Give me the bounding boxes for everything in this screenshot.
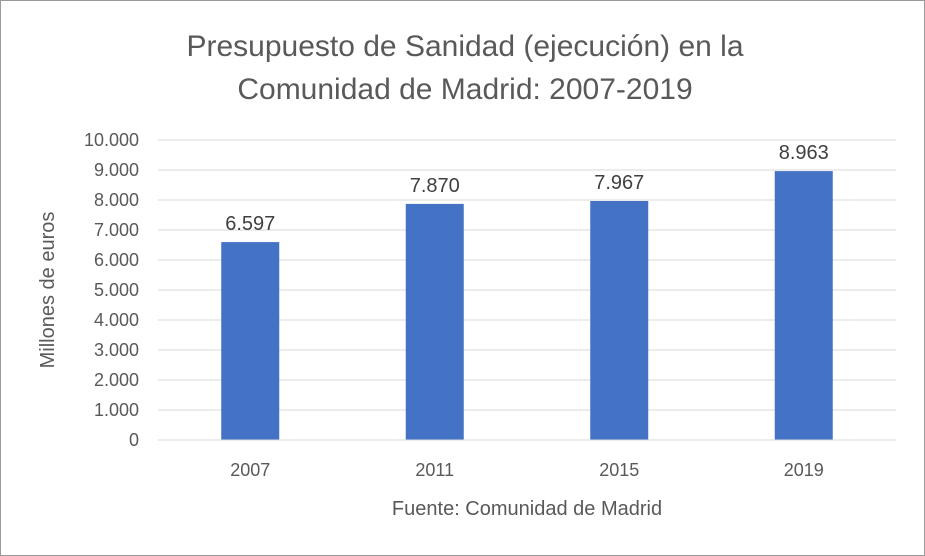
data-labels: 6.597 7.870 7.967 8.963 bbox=[225, 142, 829, 235]
y-axis-ticks: 0 1.000 2.000 3.000 4.000 5.000 6.000 7.000 8.00… bbox=[84, 130, 139, 450]
bars bbox=[221, 171, 833, 441]
data-label-2015: 7.967 bbox=[594, 172, 644, 194]
y-tick-label: 3.000 bbox=[94, 340, 139, 360]
x-axis-ticks: 2007 2011 2015 2019 bbox=[230, 460, 824, 480]
y-tick-label: 1.000 bbox=[94, 400, 139, 420]
data-label-2007: 6.597 bbox=[225, 213, 275, 235]
y-tick-label: 9.000 bbox=[94, 160, 139, 180]
chart-title-line-1: Presupuesto de Sanidad (ejecución) en la bbox=[186, 30, 743, 63]
y-tick-label: 0 bbox=[129, 430, 139, 450]
y-tick-label: 2.000 bbox=[94, 370, 139, 390]
bar-2019 bbox=[774, 171, 833, 441]
y-axis-label: Millones de euros bbox=[37, 212, 59, 369]
bar-2011 bbox=[405, 203, 464, 440]
y-tick-label: 10.000 bbox=[84, 130, 139, 150]
x-tick-label: 2015 bbox=[599, 460, 639, 480]
x-axis-label-source: Fuente: Comunidad de Madrid bbox=[392, 498, 662, 520]
data-label-2019: 8.963 bbox=[779, 142, 829, 164]
x-tick-label: 2011 bbox=[415, 460, 454, 480]
data-label-2011: 7.870 bbox=[410, 175, 460, 197]
y-tick-label: 7.000 bbox=[94, 220, 139, 240]
y-tick-label: 8.000 bbox=[94, 190, 139, 210]
x-tick-label: 2007 bbox=[230, 460, 270, 480]
bar-2007 bbox=[221, 242, 280, 440]
chart-title-line-2: Comunidad de Madrid: 2007-2019 bbox=[237, 73, 692, 106]
gridlines bbox=[158, 139, 896, 411]
y-tick-label: 5.000 bbox=[94, 280, 139, 300]
x-tick-label: 2019 bbox=[784, 460, 824, 480]
y-tick-label: 6.000 bbox=[94, 250, 139, 270]
bar-2015 bbox=[590, 200, 649, 440]
y-tick-label: 4.000 bbox=[94, 310, 139, 330]
